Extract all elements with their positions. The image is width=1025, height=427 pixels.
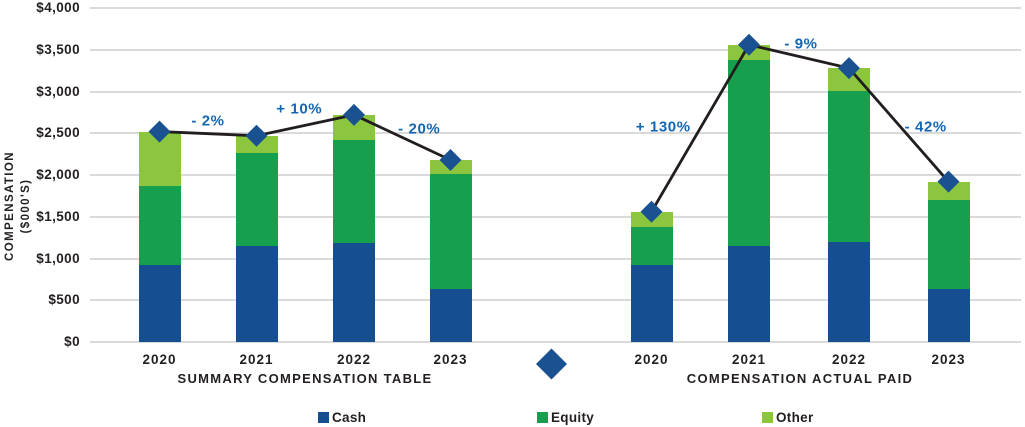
gridline [90,299,1021,302]
group-label-compensation-actual-paid: COMPENSATION ACTUAL PAID [686,371,914,386]
bar-segment-other [333,114,375,140]
x-tick-label: 2022 [831,352,867,367]
bar-segment-equity [429,174,472,289]
gridline [90,7,1021,9]
bar-segment-other [429,159,472,175]
bar-segment-other [235,135,278,154]
bar-segment-equity [828,91,870,242]
bar-segment-cash [333,242,375,342]
bar-segment-cash [138,265,181,342]
bar-segment-cash [429,288,472,342]
x-tick-label: 2023 [433,352,468,367]
pct-change-label: + 130% [635,118,691,136]
bar-cap-2022 [828,68,870,342]
x-tick-label: 2021 [239,352,274,367]
bar-segment-cash [927,288,970,342]
gridline [90,257,1021,260]
y-tick-label: $2,000 [36,167,80,182]
bar-sct-2022 [333,114,375,342]
y-tick-label: $1,000 [36,250,80,266]
bar-segment-cash [235,245,278,342]
bar-segment-cash [728,245,770,342]
y-tick-label: $500 [48,292,80,308]
gridline [90,132,1021,135]
legend-swatch-cash [318,412,329,423]
y-tick-label: $2,500 [36,125,80,141]
bar-segment-other [728,44,770,60]
legend-item-other: Other [762,410,814,425]
gridline [90,215,1021,218]
group-divider-diamond-icon [536,348,567,380]
legend-swatch-equity [537,412,548,423]
bar-segment-equity [630,226,673,266]
y-tick-label: $3,500 [36,41,80,57]
x-tick-label: 2023 [931,352,966,367]
x-tick-label: 2020 [634,352,669,367]
legend-label: Cash [332,410,367,425]
bar-segment-cash [828,241,870,342]
y-tick-label: $4,000 [36,0,80,15]
pct-change-label: - 20% [398,120,441,138]
bar-cap-2021 [728,44,770,342]
bar-segment-equity [333,139,375,243]
y-tick-label: $1,500 [36,208,80,224]
bar-sct-2020 [138,131,181,342]
bar-segment-equity [138,185,181,266]
x-tick-label: 2021 [731,352,767,367]
bar-segment-other [138,131,181,186]
legend-label: Other [776,410,814,425]
gridline [90,174,1021,176]
bar-segment-equity [235,153,278,246]
x-tick-label: 2022 [336,352,372,367]
y-tick-label: $0 [64,334,80,349]
pct-change-label: - 9% [784,35,818,53]
bar-sct-2021 [235,135,278,342]
y-tick-label: $3,000 [36,83,80,99]
bar-segment-other [828,68,870,92]
x-tick-label: 2020 [142,352,177,367]
bar-segment-other [630,211,673,227]
gridline [90,48,1021,51]
bar-segment-cash [630,265,673,342]
pct-change-label: + 10% [276,100,323,118]
bar-cap-2020 [630,211,673,342]
bar-segment-other [927,181,970,201]
legend-swatch-other [762,412,773,423]
pct-change-label: - 42% [904,118,947,136]
legend-item-cash: Cash [318,410,366,425]
legend-label: Equity [551,410,595,425]
legend-item-equity: Equity [537,410,594,425]
bar-sct-2023 [429,159,472,342]
bar-cap-2023 [927,181,970,342]
bar-segment-equity [728,59,770,246]
pct-change-label: - 2% [191,112,225,130]
group-label-summary-compensation-table: SUMMARY COMPENSATION TABLE [177,371,433,386]
bar-segment-equity [927,200,970,289]
gridline [90,341,1021,343]
gridline [90,90,1021,93]
